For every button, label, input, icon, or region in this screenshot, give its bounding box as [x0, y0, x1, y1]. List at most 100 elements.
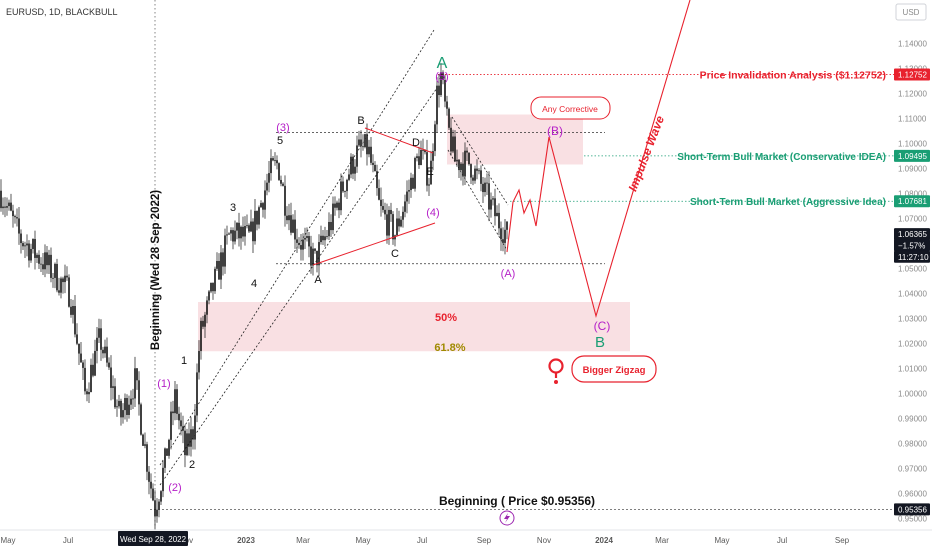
candle-body	[250, 221, 252, 232]
candle-body	[446, 101, 448, 109]
price-label-badge	[894, 503, 930, 516]
candle-body	[268, 173, 270, 183]
triangle-lower-line[interactable]	[312, 222, 436, 266]
projection-path[interactable]	[506, 0, 691, 319]
time-tick: Mar	[655, 536, 669, 545]
candle-body	[350, 156, 352, 175]
fib-retracement-zone[interactable]	[198, 302, 630, 352]
any-corrective-callout[interactable]	[530, 96, 611, 120]
candle-body	[106, 346, 108, 363]
wave-label-5: B	[357, 115, 364, 127]
candle-body	[346, 179, 348, 192]
channel-lower-line[interactable]	[159, 87, 438, 486]
candle-body	[274, 160, 276, 162]
candle-body	[418, 156, 420, 166]
price-label: 0.95356	[898, 505, 927, 514]
candle-body	[48, 254, 50, 266]
candle-body	[94, 350, 96, 376]
candle-body	[226, 234, 228, 236]
candle-body	[158, 501, 160, 510]
candle-body	[148, 471, 150, 482]
channel-upper-line[interactable]	[159, 29, 435, 466]
candle-body	[74, 306, 76, 335]
candle-body	[32, 238, 34, 249]
candle-body	[440, 72, 442, 96]
wave-label-20: B	[595, 334, 605, 351]
candle-body	[198, 351, 200, 373]
price-tick: 1.07000	[898, 214, 927, 223]
candle-body	[240, 226, 242, 239]
price-tick: 1.09000	[898, 164, 927, 173]
candle-body	[214, 268, 216, 292]
candle-body	[472, 177, 474, 181]
candle-body	[236, 222, 238, 231]
candle-body	[396, 218, 398, 236]
candle-body	[504, 229, 506, 243]
candle-body	[424, 149, 426, 153]
candle-body	[152, 488, 154, 501]
candle-body	[294, 219, 296, 240]
candle-body	[218, 260, 220, 280]
price-tick: 1.12000	[898, 89, 927, 98]
candle-body	[488, 183, 490, 210]
resistance-zone[interactable]	[447, 114, 583, 165]
candle-body	[458, 159, 460, 171]
triangle-upper-line[interactable]	[364, 127, 434, 154]
price-label-badge	[894, 228, 930, 241]
candle-body	[194, 415, 196, 440]
beginning-price-bg	[440, 491, 595, 509]
descending-lower-line[interactable]	[447, 149, 508, 251]
candle-body	[82, 362, 84, 368]
candle-body	[500, 228, 502, 240]
candle-body	[282, 183, 284, 186]
fib-50-label: 50%	[435, 312, 457, 324]
price-tick: 1.11000	[898, 114, 927, 123]
candle-body	[358, 139, 360, 146]
candle-body	[20, 233, 22, 244]
candle-body	[42, 264, 44, 270]
price-tick: 1.04000	[898, 289, 927, 298]
candle-body	[338, 202, 340, 211]
candle-body	[300, 245, 302, 250]
candle-body	[22, 243, 24, 247]
currency-button[interactable]	[895, 3, 927, 21]
price-axis[interactable]	[894, 0, 932, 530]
candle-body	[448, 108, 450, 128]
candle-body	[492, 198, 494, 200]
candle-body	[166, 448, 168, 456]
candle-body	[122, 410, 124, 418]
candle-body	[254, 210, 256, 242]
candle-body	[92, 364, 94, 376]
candle-body	[80, 353, 82, 363]
price-tick: 1.01000	[898, 364, 927, 373]
candle-body	[156, 509, 158, 517]
candle-body	[206, 300, 208, 315]
candle-body	[486, 182, 488, 184]
candle-body	[26, 243, 28, 246]
candle-body	[392, 214, 394, 240]
candle-body	[502, 239, 504, 243]
candle-body	[318, 242, 320, 266]
time-axis[interactable]	[0, 530, 932, 550]
candle-body	[410, 177, 412, 191]
candle-body	[264, 190, 266, 210]
candle-body	[308, 236, 310, 247]
candle-body	[312, 248, 314, 266]
candle-body	[386, 214, 388, 236]
candle-body	[280, 179, 282, 184]
candle-body	[258, 207, 260, 225]
candle-body	[334, 203, 336, 208]
candle-body	[474, 168, 476, 181]
candle-body	[278, 163, 280, 180]
candle-body	[340, 181, 342, 211]
descending-upper-line[interactable]	[451, 116, 509, 206]
wave-label-14: (1)	[157, 378, 170, 390]
bigger-zigzag-callout[interactable]	[571, 355, 657, 383]
candle-body	[70, 306, 72, 315]
candle-body	[398, 218, 400, 227]
candle-body	[360, 139, 362, 147]
candle-body	[34, 238, 36, 258]
candle-body	[38, 254, 40, 264]
candle-body	[434, 124, 436, 152]
